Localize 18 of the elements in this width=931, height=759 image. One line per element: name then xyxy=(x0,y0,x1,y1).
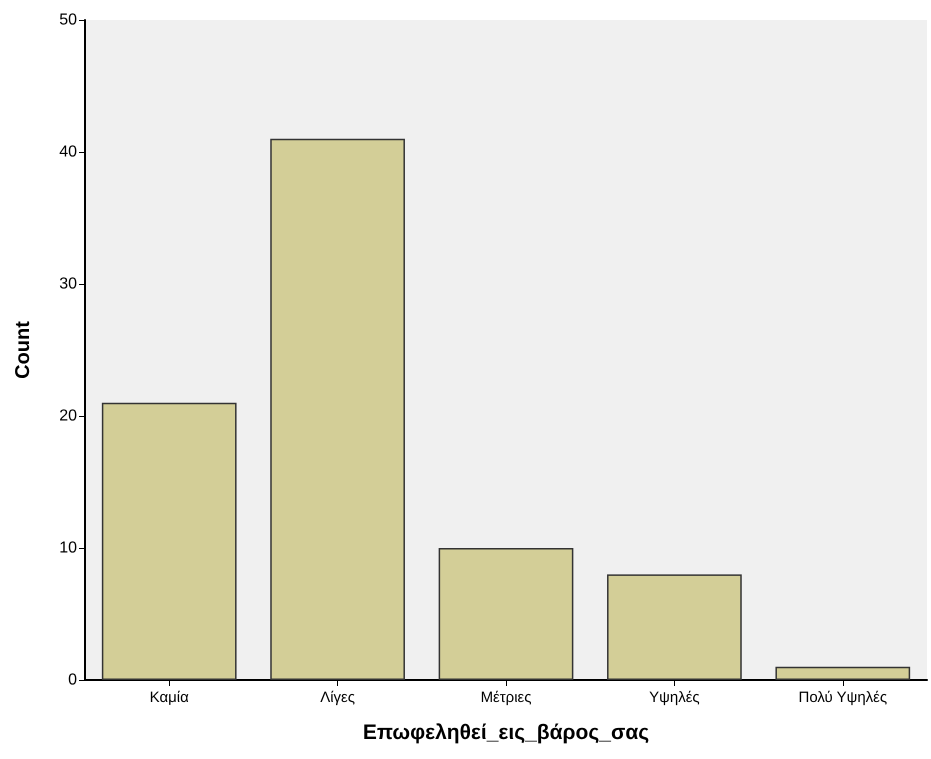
y-tick-label: 20 xyxy=(59,408,78,424)
x-axis-title: Επωφεληθεί_εις_βάρος_σας xyxy=(362,721,650,744)
y-tick-label: 40 xyxy=(59,144,78,160)
x-tick-label: Καμία xyxy=(150,689,190,706)
bar xyxy=(607,574,742,680)
y-tick-label: 0 xyxy=(68,672,78,688)
bar xyxy=(270,138,405,680)
x-tick-label: Πολύ Υψηλές xyxy=(798,689,888,706)
x-tick-label: Λίγες xyxy=(320,689,355,706)
x-tick-label: Υψηλές xyxy=(649,689,700,706)
bar xyxy=(775,666,910,680)
bar xyxy=(438,548,574,680)
y-tick-label: 10 xyxy=(59,540,78,556)
x-tick-label: Μέτριες xyxy=(480,689,532,706)
y-axis-title: Count xyxy=(12,320,34,379)
y-tick-label: 30 xyxy=(59,276,78,292)
bar xyxy=(102,402,237,680)
y-tick-label: 50 xyxy=(59,12,78,28)
